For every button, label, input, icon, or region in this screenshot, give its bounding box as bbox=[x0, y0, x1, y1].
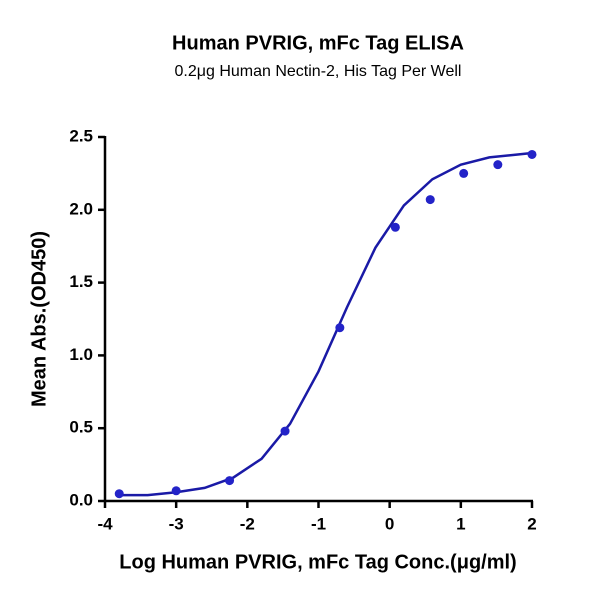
data-point bbox=[390, 222, 400, 232]
y-tick-label: 1.5 bbox=[69, 272, 93, 291]
y-tick-label: 0.0 bbox=[69, 490, 93, 509]
fit-curve bbox=[119, 151, 533, 497]
x-axis-label: Log Human PVRIG, mFc Tag Conc.(μg/ml) bbox=[119, 551, 516, 573]
data-point bbox=[459, 168, 469, 178]
chart-subtitle: 0.2μg Human Nectin-2, His Tag Per Well bbox=[175, 63, 462, 80]
x-tick-label: 0 bbox=[385, 514, 394, 533]
x-tick-label: -2 bbox=[240, 514, 255, 533]
data-point bbox=[335, 323, 345, 333]
y-axis-label: Mean Abs.(OD450) bbox=[28, 231, 50, 407]
data-point bbox=[171, 486, 181, 496]
data-point bbox=[225, 476, 235, 486]
y-tick-label: 1.0 bbox=[69, 345, 93, 364]
x-tick-label: 1 bbox=[456, 514, 465, 533]
x-tick-label: -3 bbox=[169, 514, 184, 533]
data-point bbox=[114, 489, 124, 499]
data-point bbox=[280, 426, 290, 436]
y-tick-label: 0.5 bbox=[69, 418, 93, 437]
x-tick-label: -4 bbox=[97, 514, 113, 533]
data-point bbox=[527, 149, 537, 159]
x-tick-label: -1 bbox=[311, 514, 326, 533]
data-point bbox=[425, 195, 435, 205]
y-tick-label: 2.5 bbox=[69, 126, 93, 145]
data-point bbox=[493, 160, 503, 170]
chart-title: Human PVRIG, mFc Tag ELISA bbox=[172, 32, 464, 54]
y-tick-label: 2.0 bbox=[69, 199, 93, 218]
x-tick-label: 2 bbox=[527, 514, 536, 533]
